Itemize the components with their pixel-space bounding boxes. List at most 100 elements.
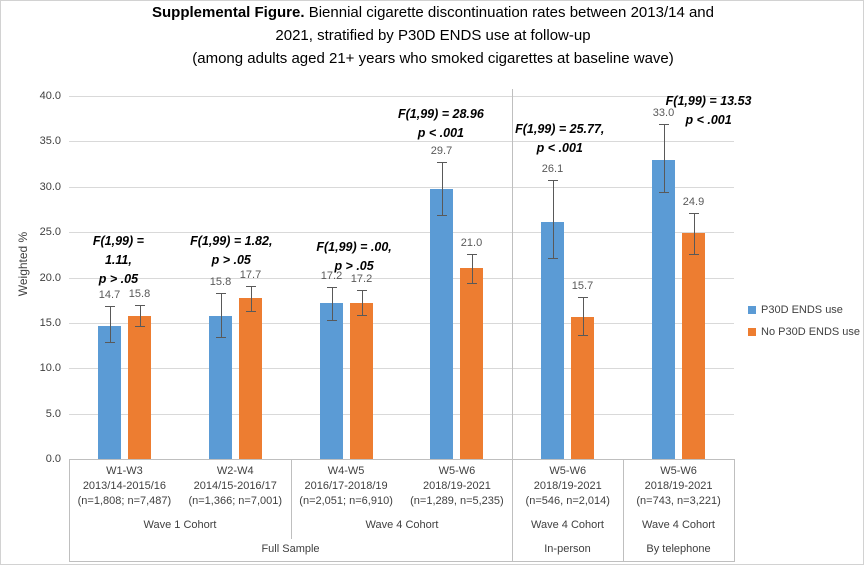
y-tick-label: 30.0 [39,181,61,193]
f-test-annotation: F(1,99) = 28.96 p < .001 [397,107,484,140]
gridline-25 [69,232,734,233]
error-bar [664,124,665,193]
title-line-1: Supplemental Figure. Biennial cigarette … [1,1,863,24]
y-tick-label: 20.0 [39,272,61,284]
bar-no-p30d-ends-use [571,316,594,459]
error-bar-cap-bottom [689,253,699,255]
bar-p30d-ends-use [541,222,564,459]
error-bar-cap-top [105,305,115,307]
error-bar-cap-top [578,296,588,298]
gridline-35 [69,141,734,142]
category-label-line: (n=546, n=2,014) [525,495,610,507]
f-test-annotation: F(1,99) = .00, p > .05 [316,240,392,273]
chart-title: Supplemental Figure. Biennial cigarette … [1,1,863,70]
category-label-line: 2016/17-2018/19 [304,480,388,492]
value-label: 15.7 [571,279,594,292]
legend-item-no-p30d-ends-use: No P30D ENDS use [748,326,860,338]
legend-item-p30d-ends-use: P30D ENDS use [748,304,843,316]
error-bar-cap-top [216,292,226,294]
value-label: 15.8 [209,275,232,288]
cohort-group-label: Wave 4 Cohort [642,519,715,531]
error-bar-cap-bottom [105,341,115,343]
legend-label: P30D ENDS use [761,304,843,316]
bar-p30d-ends-use [430,189,453,459]
error-bar-cap-top [357,290,367,292]
gridline-5 [69,414,734,415]
section-separator-line [512,89,513,561]
error-bar-cap-top [467,253,477,255]
category-label-line: (n=1,366; n=7,001) [188,495,283,507]
error-bar-cap-bottom [659,192,669,194]
y-tick-label: 15.0 [39,317,61,329]
legend-swatch-orange [748,328,756,336]
category-label-line: W4-W5 [327,465,365,477]
error-bar-cap-top [659,124,669,126]
gridline-10 [69,368,734,369]
error-bar [553,180,554,258]
error-bar-cap-bottom [467,282,477,284]
cohort-group-label: Wave 1 Cohort [143,519,217,531]
error-bar [251,285,252,312]
error-bar [694,213,695,254]
error-bar-cap-top [437,162,447,164]
bar-p30d-ends-use [209,315,232,459]
error-bar-cap-bottom [327,320,337,322]
error-bar-cap-top [689,213,699,215]
gridline-20 [69,278,734,279]
category-table-right-border [734,459,735,561]
category-divider-inperson-telephone [623,459,624,561]
category-divider-wave1-wave4 [291,459,292,539]
category-label-line: W1-W3 [106,465,143,477]
bar-no-p30d-ends-use [682,233,705,459]
x-axis-line [69,459,734,460]
y-tick-label: 25.0 [39,226,61,238]
error-bar [472,253,473,283]
value-label: 14.7 [98,288,121,301]
sample-group-label: In-person [544,543,591,555]
f-test-annotation: F(1,99) = 1.82, p > .05 [190,234,273,267]
bar-p30d-ends-use [320,302,343,459]
error-bar [332,287,333,321]
bar-no-p30d-ends-use [239,298,262,459]
error-bar [362,290,363,315]
error-bar [140,304,141,326]
error-bar-cap-top [246,285,256,287]
category-label-line: W2-W4 [216,465,254,477]
y-tick-label: 5.0 [45,408,61,420]
y-tick-label: 35.0 [39,135,61,147]
category-label-line: 2018/19-2021 [422,480,491,492]
category-label-line: W5-W6 [438,465,476,477]
f-test-annotation: F(1,99) = 25.77, p < .001 [515,122,605,155]
sample-group-label: Full Sample [261,543,320,555]
value-label: 17.2 [320,270,343,283]
legend-label: No P30D ENDS use [761,326,861,338]
gridline-30 [69,187,734,188]
bar-p30d-ends-use [98,325,121,459]
bar-no-p30d-ends-use [460,268,483,459]
gridline-40 [69,96,734,97]
category-label-line: W5-W6 [660,465,697,477]
error-bar-cap-top [135,304,145,306]
value-label: 17.7 [239,268,262,281]
category-table-left-border [69,459,70,561]
title-line-2: 2021, stratified by P30D ENDS use at fol… [275,27,591,44]
error-bar-cap-bottom [578,334,588,336]
title-bold-prefix: Supplemental Figure. [152,4,305,21]
error-bar [442,162,443,215]
value-label: 17.2 [350,273,373,286]
error-bar-cap-bottom [548,257,558,259]
value-label: 33.0 [652,107,675,120]
sample-group-label: By telephone [646,543,711,555]
title-line-1-rest: Biennial cigarette discontinuation rates… [304,4,714,21]
bar-no-p30d-ends-use [350,302,373,459]
cohort-group-label: Wave 4 Cohort [531,519,604,531]
error-bar [221,292,222,338]
category-label-line: 2018/19-2021 [533,480,602,492]
bar-no-p30d-ends-use [128,315,151,459]
category-label-line: (n=2,051; n=6,910) [299,495,393,507]
error-bar-cap-top [327,287,337,289]
value-label: 29.7 [430,145,453,158]
category-label-line: (n=743, n=3,221) [636,495,721,507]
error-bar [583,296,584,335]
error-bar [110,305,111,342]
